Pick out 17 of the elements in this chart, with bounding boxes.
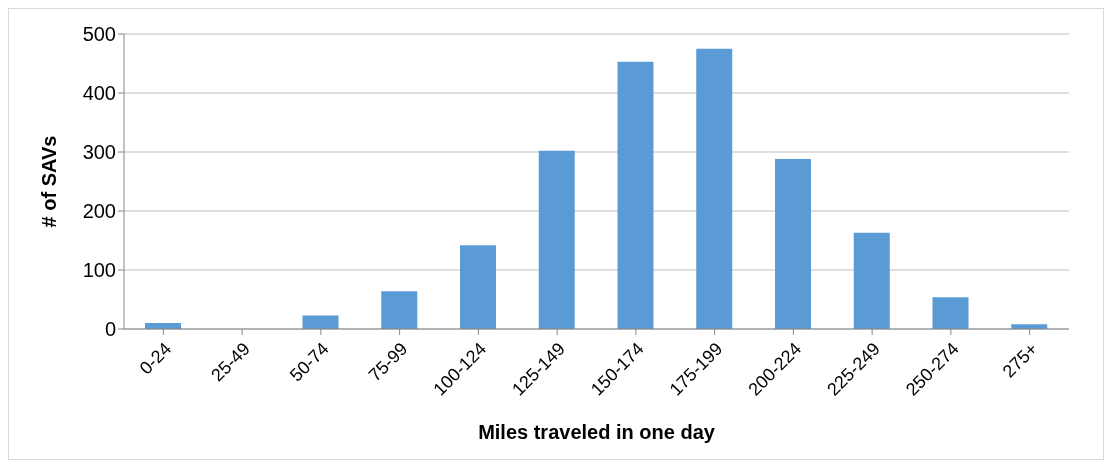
y-tick-label: 100 [82, 259, 116, 282]
x-axis-title: Miles traveled in one day [478, 421, 716, 443]
y-tick-label: 0 [104, 318, 116, 341]
y-axis-title: # of SAVs [38, 135, 61, 228]
bar [302, 315, 339, 329]
bar [381, 291, 418, 329]
y-tick-label: 200 [82, 200, 116, 223]
bar [617, 61, 654, 329]
y-tick-label: 300 [82, 141, 116, 164]
y-tick-label: 400 [82, 82, 116, 105]
bar [696, 48, 733, 329]
bar [460, 245, 496, 329]
bar [538, 150, 575, 329]
bar [932, 297, 969, 329]
y-tick-label: 500 [82, 23, 116, 46]
bar [775, 159, 811, 329]
bar [853, 232, 890, 329]
